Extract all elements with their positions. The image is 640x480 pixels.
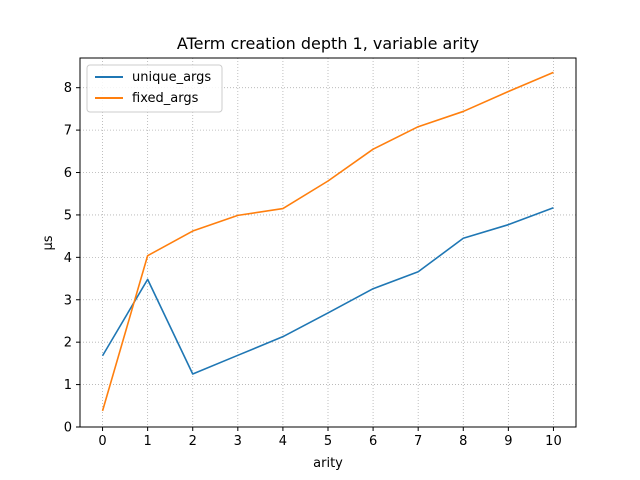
- series-layer: [101, 71, 555, 412]
- x-tick-label: 1: [143, 434, 151, 449]
- x-tick-label: 2: [189, 434, 197, 449]
- data-point-fixed-args: [372, 148, 374, 150]
- data-point-fixed-args: [147, 255, 149, 257]
- x-tick-label: 6: [369, 434, 377, 449]
- data-point-unique-args: [147, 279, 149, 281]
- x-axis-label: arity: [313, 456, 343, 471]
- legend-label-fixed-args: fixed_args: [132, 91, 199, 106]
- chart-title: ATerm creation depth 1, variable arity: [177, 34, 479, 53]
- data-point-fixed-args: [192, 230, 194, 232]
- data-point-unique-args: [417, 271, 419, 273]
- data-point-unique-args: [327, 312, 329, 314]
- legend: unique_args fixed_args: [86, 64, 223, 113]
- legend-label-unique-args: unique_args: [132, 70, 211, 85]
- data-point-fixed-args: [327, 180, 329, 182]
- y-tick-label: 6: [64, 166, 72, 181]
- y-tick-label: 0: [64, 421, 72, 436]
- data-point-unique-args: [102, 355, 104, 357]
- series-line-fixed-args: [101, 71, 554, 412]
- y-tick-label: 3: [64, 293, 72, 308]
- x-tick-label: 5: [324, 434, 332, 449]
- data-point-fixed-args: [508, 91, 510, 93]
- data-point-unique-args: [553, 207, 555, 209]
- y-tick-label: 1: [64, 378, 72, 393]
- data-point-unique-args: [192, 373, 194, 375]
- x-tick-label: 0: [98, 434, 106, 449]
- y-axis-label: µs: [41, 235, 56, 250]
- x-tick-label: 4: [279, 434, 287, 449]
- x-tick-label: 8: [459, 434, 467, 449]
- data-point-unique-args: [462, 237, 464, 239]
- y-tick-label: 7: [64, 124, 72, 139]
- data-point-unique-args: [508, 224, 510, 226]
- x-tick-label: 3: [234, 434, 242, 449]
- data-point-fixed-args: [553, 72, 555, 74]
- data-point-fixed-args: [417, 126, 419, 128]
- y-tick-label: 2: [64, 336, 72, 351]
- x-tick-label: 10: [545, 434, 562, 449]
- y-tick-label: 8: [64, 81, 72, 96]
- y-axis-ticks: 0 1 2 3 4 5 6 7 8: [64, 81, 80, 436]
- data-point-unique-args: [282, 336, 284, 338]
- data-point-fixed-args: [102, 410, 104, 412]
- x-tick-label: 9: [504, 434, 512, 449]
- data-point-unique-args: [372, 288, 374, 290]
- data-point-fixed-args: [462, 111, 464, 113]
- series-line-unique-args: [101, 206, 554, 375]
- data-point-unique-args: [237, 355, 239, 357]
- x-tick-label: 7: [414, 434, 422, 449]
- y-tick-label: 4: [64, 251, 72, 266]
- x-axis-ticks: 0 1 2 3 4 5 6 7 8 9 10: [98, 427, 562, 449]
- y-tick-label: 5: [64, 208, 72, 223]
- data-point-fixed-args: [237, 215, 239, 217]
- data-point-fixed-args: [282, 208, 284, 210]
